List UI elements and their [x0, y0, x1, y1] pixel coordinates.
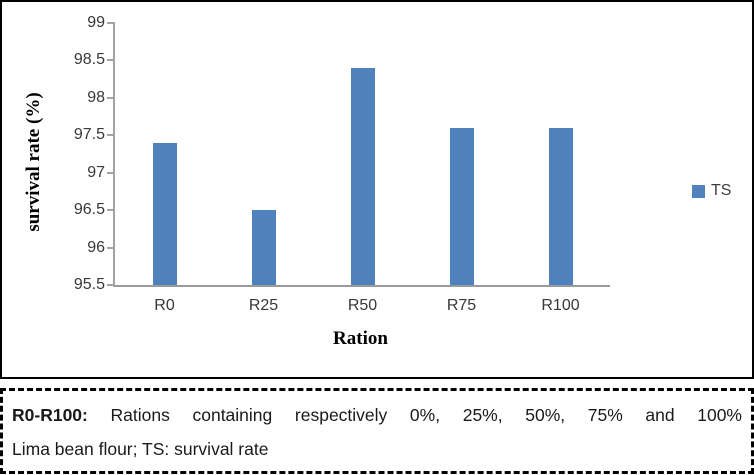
y-tick-mark: [107, 134, 115, 137]
x-tick-label-r100: R100: [541, 297, 580, 314]
y-tick-label: 98.5: [73, 51, 105, 69]
chart-panel: survival rate (%) R0 R25 R50 R75 R100 95.5 96 9…: [0, 0, 754, 379]
legend: TS: [692, 182, 731, 200]
legend-swatch-icon: [692, 184, 705, 198]
legend-label: TS: [711, 182, 732, 199]
caption-text: Rations containing respectively 0%, 25%,…: [110, 405, 742, 425]
caption-prefix: R0-R100:: [12, 405, 88, 425]
bar-r0: [152, 142, 177, 285]
bar-r100: [548, 127, 573, 285]
y-tick-mark: [107, 209, 115, 212]
y-tick-mark: [107, 246, 115, 249]
y-tick-label: 98: [87, 88, 105, 106]
caption-panel: R0-R100: Rations containing respectively…: [0, 388, 754, 474]
x-axis-title: Ration: [333, 328, 388, 349]
bar-r25: [251, 210, 276, 285]
y-tick-mark: [107, 59, 115, 62]
plot-area: R0 R25 R50 R75 R100 95.5 96 96.5 97 97.5 98 98.5 99: [74, 14, 610, 314]
caption-line-2: Lima bean flour; TS: survival rate: [12, 439, 269, 459]
x-tick-label-r75: R75: [446, 297, 477, 314]
y-tick-label: 97.5: [73, 126, 105, 144]
y-tick-mark: [107, 284, 115, 286]
y-tick-label: 97: [87, 163, 105, 181]
x-tick-label-r50: R50: [347, 297, 378, 314]
y-tick-label: 96: [87, 238, 105, 256]
x-tick-label-r25: R25: [248, 297, 279, 314]
y-tick-mark: [107, 96, 115, 99]
y-tick-label: 99: [87, 14, 105, 31]
y-tick-label: 95.5: [73, 276, 105, 293]
y-axis-title: survival rate (%): [23, 92, 44, 232]
y-tick-mark: [107, 22, 115, 24]
caption-line-1: R0-R100: Rations containing respectively…: [12, 402, 742, 428]
bar-r50: [350, 67, 375, 285]
bar-r75: [449, 127, 474, 285]
y-tick-label: 96.5: [73, 201, 105, 219]
y-tick-mark: [107, 171, 115, 174]
x-tick-label-r0: R0: [154, 297, 175, 314]
